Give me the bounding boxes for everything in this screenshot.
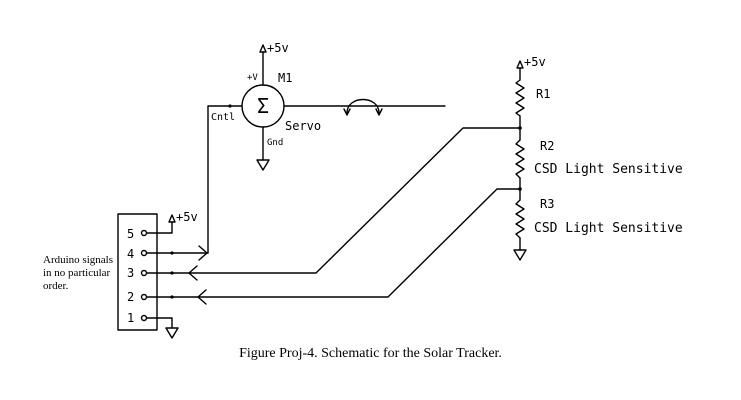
r3-label: R3: [540, 197, 554, 211]
resistor-r2: [515, 139, 525, 179]
servo-control-wire: [207, 105, 243, 254]
divider-supply-arrow: [516, 60, 524, 69]
pin-4-arrow: [198, 245, 208, 261]
note-line-3: order.: [43, 280, 69, 292]
connector-supply-label: +5v: [176, 210, 198, 224]
servo-sigma-symbol: Σ: [257, 94, 269, 118]
pin-3-label: 3: [127, 266, 134, 280]
pin-5-label: 5: [127, 227, 134, 241]
servo-supply-arrow: [259, 44, 267, 53]
servo-name-label: Servo: [285, 119, 321, 133]
pin-4-label: 4: [127, 247, 134, 261]
pin-2-arrow: [197, 289, 207, 305]
divider-supply-label: +5v: [524, 55, 546, 69]
r1-label: R1: [536, 87, 550, 101]
servo-gnd-pin-label: Gnd: [267, 138, 283, 148]
note-line-1: Arduino signals: [43, 254, 113, 266]
pin-2-label: 2: [127, 290, 134, 304]
arduino-note: Arduino signals in no particular order.: [43, 254, 113, 292]
servo-supply-label: +5v: [267, 41, 289, 55]
connector-ground-symbol: [165, 327, 179, 339]
servo-ground-symbol: [256, 159, 270, 171]
pin-1-label: 1: [127, 311, 134, 325]
note-line-2: in no particular: [43, 267, 111, 279]
servo-ref-label: M1: [278, 71, 292, 85]
r3-description: CSD Light Sensitive: [534, 221, 683, 236]
arduino-connector: 5 +5v 4 3 2 1: [117, 127, 521, 339]
connector-supply-arrow: [168, 214, 176, 223]
r2-label: R2: [540, 139, 554, 153]
figure-caption: Figure Proj-4. Schematic for the Solar T…: [239, 346, 502, 361]
servo-m1: +5v +V M1 Σ Servo Gnd Cntl: [207, 41, 446, 254]
servo-control-pin-label: Cntl: [211, 112, 235, 123]
resistor-r3: [515, 199, 525, 239]
servo-plus-pin-label: +V: [247, 73, 258, 83]
pin-3-arrow: [188, 265, 198, 281]
divider-ground-symbol: [513, 249, 527, 261]
rotation-arrow: [346, 98, 380, 114]
resistor-r1: [515, 79, 525, 117]
resistor-divider: +5v R1 R2 CSD Light Sensitive R3 CSD Lig…: [513, 55, 683, 261]
connector-body: [117, 213, 158, 331]
r2-description: CSD Light Sensitive: [534, 162, 683, 177]
